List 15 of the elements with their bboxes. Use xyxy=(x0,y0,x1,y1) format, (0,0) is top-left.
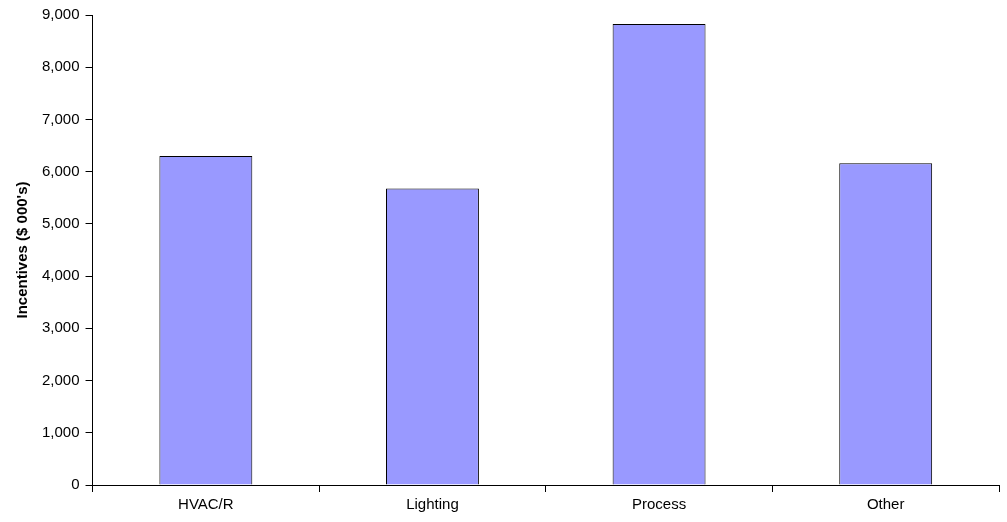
y-tick-label: 8,000 xyxy=(41,57,80,75)
x-tick-label: Other xyxy=(866,495,905,513)
y-tick-label: 5,000 xyxy=(41,214,80,232)
y-tick-label: 9,000 xyxy=(41,5,80,23)
y-tick-label: 7,000 xyxy=(41,109,80,127)
y-tick-label: 6,000 xyxy=(41,161,80,179)
y-tick-label: 0 xyxy=(71,475,80,493)
x-tick-label: Process xyxy=(631,495,687,513)
x-tick-label: Lighting xyxy=(406,495,459,513)
x-tick-label: HVAC/R xyxy=(178,495,234,513)
y-tick-label: 1,000 xyxy=(41,422,80,440)
y-tick-label: 3,000 xyxy=(41,318,80,336)
y-axis-title: Incentives ($ 000's) xyxy=(13,181,31,319)
y-tick-label: 4,000 xyxy=(41,266,80,284)
y-tick-label: 2,000 xyxy=(41,370,80,388)
